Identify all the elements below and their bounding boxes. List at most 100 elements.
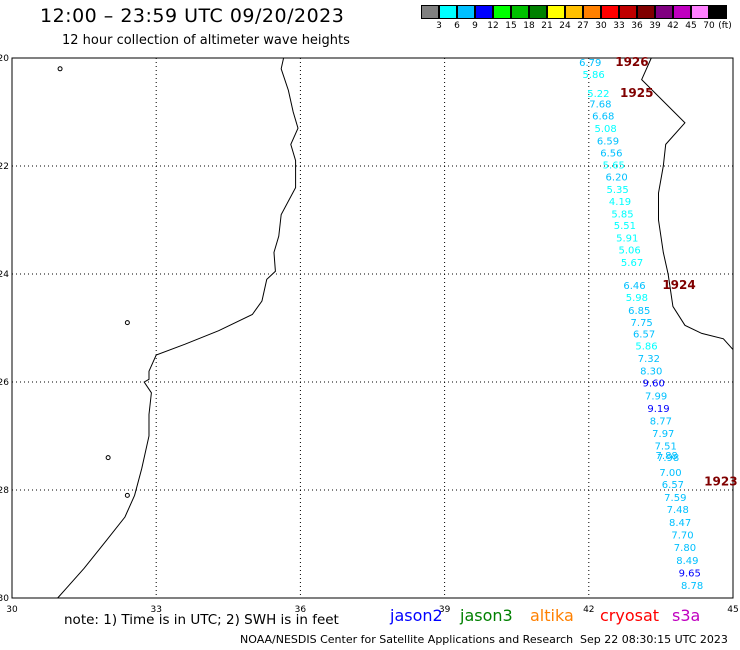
swh-value: 7.59 — [664, 493, 686, 504]
legend-swatch — [583, 5, 601, 19]
lon-tick-label: 36 — [295, 605, 307, 615]
map-frame — [11, 57, 734, 599]
swh-value: 9.19 — [647, 404, 669, 415]
swh-value: 6.57 — [633, 330, 655, 341]
coastline-madagascar — [641, 57, 734, 350]
lon-tick-label: 30 — [6, 605, 18, 615]
credit-line: NOAA/NESDIS Center for Satellite Applica… — [240, 633, 574, 646]
lat-tick-label: -24 — [0, 270, 9, 280]
legend-swatch — [421, 5, 439, 19]
swh-value: 7.98 — [657, 453, 679, 464]
swh-value: 5.06 — [619, 245, 641, 256]
legend-tick-label: 9 — [472, 21, 478, 31]
swh-value: 5.91 — [616, 234, 638, 245]
legend-swatch — [673, 5, 691, 19]
legend-swatch — [637, 5, 655, 19]
swh-value: 5.86 — [635, 342, 657, 353]
swh-value: 6.85 — [628, 306, 650, 317]
swh-value: 7.75 — [631, 318, 653, 329]
swh-value: 5.67 — [621, 258, 643, 269]
legend-swatch — [439, 5, 457, 19]
footer-note: note: 1) Time is in UTC; 2) SWH is in fe… — [64, 612, 339, 628]
lon-tick-label: 33 — [150, 605, 161, 615]
legend-swatch — [655, 5, 673, 19]
legend-tick-label: 21 — [541, 21, 553, 31]
sat-cryosat: cryosat — [600, 606, 660, 625]
swh-value: 6.46 — [623, 281, 645, 292]
swh-value: 4.19 — [609, 197, 631, 208]
swh-value: 7.00 — [659, 468, 681, 479]
legend-swatch — [475, 5, 493, 19]
swh-value: 7.68 — [589, 100, 611, 111]
legend-tick-label: 6 — [454, 21, 460, 31]
legend-tick-label: 12 — [487, 21, 499, 31]
sat-altika: altika — [530, 606, 574, 625]
swh-value: 7.97 — [652, 429, 674, 440]
island-outline — [124, 492, 130, 498]
legend-tick-label: (ft) — [718, 21, 732, 31]
legend-tick-label: 33 — [613, 21, 625, 31]
lon-tick-label: 45 — [727, 605, 738, 615]
swh-value: 5.22 — [587, 89, 609, 100]
swh-value: 5.86 — [582, 70, 604, 81]
lat-tick-label: -22 — [0, 162, 9, 172]
swh-value: 5.51 — [614, 221, 636, 232]
sat-s3a: s3a — [672, 606, 701, 625]
swh-value: 7.80 — [674, 543, 696, 554]
sat-jason3: jason3 — [460, 606, 513, 625]
track-label: 1924 — [662, 278, 695, 292]
swh-value: 7.48 — [667, 505, 689, 516]
lon-tick-label: 42 — [583, 605, 594, 615]
legend-tick-label: 15 — [505, 21, 517, 31]
legend-tick-label: 18 — [523, 21, 535, 31]
legend-swatch — [691, 5, 709, 19]
legend-swatch — [511, 5, 529, 19]
swh-value: 9.60 — [643, 378, 665, 389]
island-outline — [124, 320, 130, 326]
swh-value: 7.88 — [656, 451, 678, 462]
swh-value: 7.99 — [645, 391, 667, 402]
lat-tick-label: -26 — [0, 378, 9, 388]
swh-value: 8.49 — [676, 556, 698, 567]
legend-swatch — [529, 5, 547, 19]
legend-tick-label: 30 — [595, 21, 607, 31]
swh-value: 8.78 — [681, 581, 703, 592]
color-legend: 3 6 9 12 15 18 21 24 27 30 33 36 39 42 45 70 (ft) — [421, 5, 732, 31]
legend-swatch — [457, 5, 475, 19]
swh-value: 5.08 — [594, 124, 616, 135]
legend-tick-label: 24 — [559, 21, 571, 31]
sat-jason2: jason2 — [390, 606, 443, 625]
page-subtitle: 12 hour collection of altimeter wave hei… — [62, 33, 350, 48]
lat-tick-label: -28 — [0, 486, 9, 496]
legend-tick-label: 3 — [436, 21, 442, 31]
swh-value: 8.47 — [669, 518, 691, 529]
swh-value: 6.79 — [579, 58, 601, 69]
island-outline — [57, 66, 63, 72]
legend-tick-label: 27 — [577, 21, 589, 31]
track-label: 1925 — [620, 86, 653, 100]
legend-tick-label: 39 — [649, 21, 661, 31]
legend-tick-label: 36 — [631, 21, 643, 31]
swh-value: 5.35 — [607, 185, 629, 196]
lat-tick-label: -30 — [0, 594, 9, 604]
swh-value: 6.56 — [600, 148, 622, 159]
swh-value: 8.30 — [640, 366, 662, 377]
lat-tick-label: -20 — [0, 54, 9, 64]
swh-value: 6.57 — [662, 480, 684, 491]
swh-value: 5.98 — [626, 293, 648, 304]
lon-tick-label: 39 — [439, 605, 451, 615]
swh-value: 7.51 — [655, 442, 677, 453]
swh-value: 7.70 — [671, 531, 693, 542]
island-outline — [105, 455, 111, 461]
swh-value: 8.77 — [650, 417, 672, 428]
track-label: 1923 — [704, 475, 737, 489]
track-label: 1926 — [615, 55, 648, 69]
swh-value: 5.65 — [603, 161, 625, 172]
swh-value: 6.20 — [606, 173, 628, 184]
legend-swatch — [493, 5, 511, 19]
legend-tick-label: 42 — [667, 21, 679, 31]
legend-swatch — [619, 5, 637, 19]
legend-swatch — [547, 5, 565, 19]
swh-value: 7.32 — [638, 354, 660, 365]
legend-swatch — [565, 5, 583, 19]
